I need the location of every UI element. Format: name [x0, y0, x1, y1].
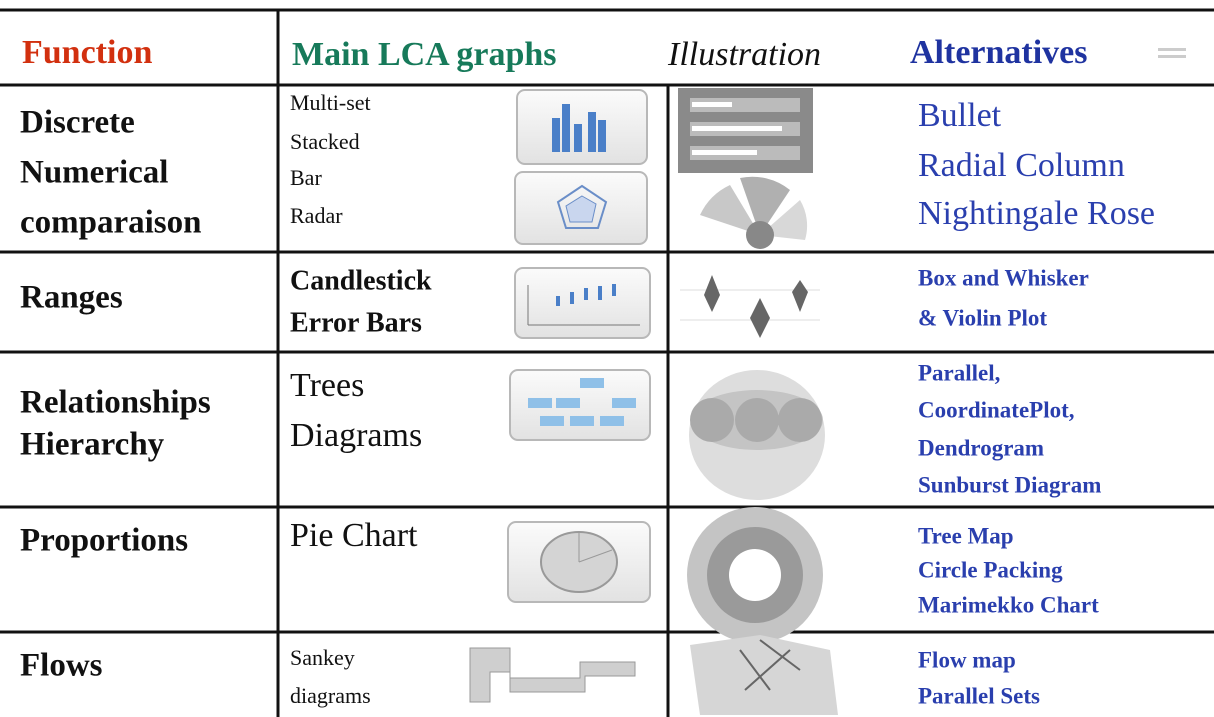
main-graph-label: Pie Chart — [290, 517, 418, 554]
illustration-sunburst — [687, 507, 823, 643]
illustration-flowmap — [690, 635, 838, 715]
icon-pie — [507, 521, 651, 603]
main-graph-label: Bar — [290, 165, 322, 190]
main-graph-label: Sankey — [290, 645, 355, 670]
icon-sankey — [469, 647, 636, 703]
main-graph-label: Radar — [290, 203, 343, 228]
icon-bar — [516, 89, 648, 165]
alternative-label: Flow map — [918, 647, 1016, 672]
illustration-packing — [689, 370, 825, 500]
main-graph-label: Stacked — [290, 129, 360, 154]
alternative-label: Marimekko Chart — [918, 592, 1099, 617]
function-label: Relationships — [20, 385, 211, 421]
alternative-label: Parallel, — [918, 360, 1000, 385]
table-rules — [0, 8, 1214, 717]
alternative-label: & Violin Plot — [918, 305, 1047, 330]
main-graph-label: Candlestick — [290, 265, 432, 296]
header-illustration: Illustration — [667, 36, 821, 73]
main-graph-label: diagrams — [290, 683, 371, 708]
header-alternatives: Alternatives — [910, 34, 1088, 71]
main-graph-label: Multi-set — [290, 90, 371, 115]
function-label: comparaison — [20, 205, 202, 241]
illustration-bullet — [678, 88, 813, 173]
table-cells: Discrete Numerical comparaison Multi-set Sta… — [20, 90, 1155, 708]
main-graph-label: Error Bars — [290, 307, 422, 338]
menu-icon — [1158, 48, 1186, 58]
illustration-rose — [700, 176, 808, 249]
header-function: Function — [22, 34, 152, 71]
alternative-label: Dendrogram — [918, 435, 1044, 460]
function-label: Hierarchy — [20, 427, 165, 463]
alternative-label: CoordinatePlot, — [918, 397, 1075, 422]
main-graph-label: Diagrams — [290, 417, 422, 454]
alternative-label: Sunburst Diagram — [918, 472, 1101, 497]
main-graph-label: Trees — [290, 367, 364, 404]
alternative-label: Tree Map — [918, 523, 1014, 548]
alternative-label: Parallel Sets — [918, 683, 1040, 708]
icon-candlestick — [514, 267, 651, 339]
alternative-label: Nightingale Rose — [918, 195, 1155, 232]
icon-tree — [509, 369, 651, 441]
function-label: Ranges — [20, 280, 123, 316]
function-label: Proportions — [20, 523, 188, 559]
function-label: Numerical — [20, 155, 168, 191]
alternative-label: Circle Packing — [918, 557, 1063, 582]
illustration-violin — [680, 275, 820, 338]
alternative-label: Radial Column — [918, 147, 1125, 184]
header-main: Main LCA graphs — [292, 36, 557, 73]
alternative-label: Bullet — [918, 97, 1002, 134]
function-label: Flows — [20, 648, 103, 684]
function-label: Discrete — [20, 105, 135, 141]
icon-radar — [514, 171, 648, 245]
alternative-label: Box and Whisker — [918, 265, 1089, 290]
